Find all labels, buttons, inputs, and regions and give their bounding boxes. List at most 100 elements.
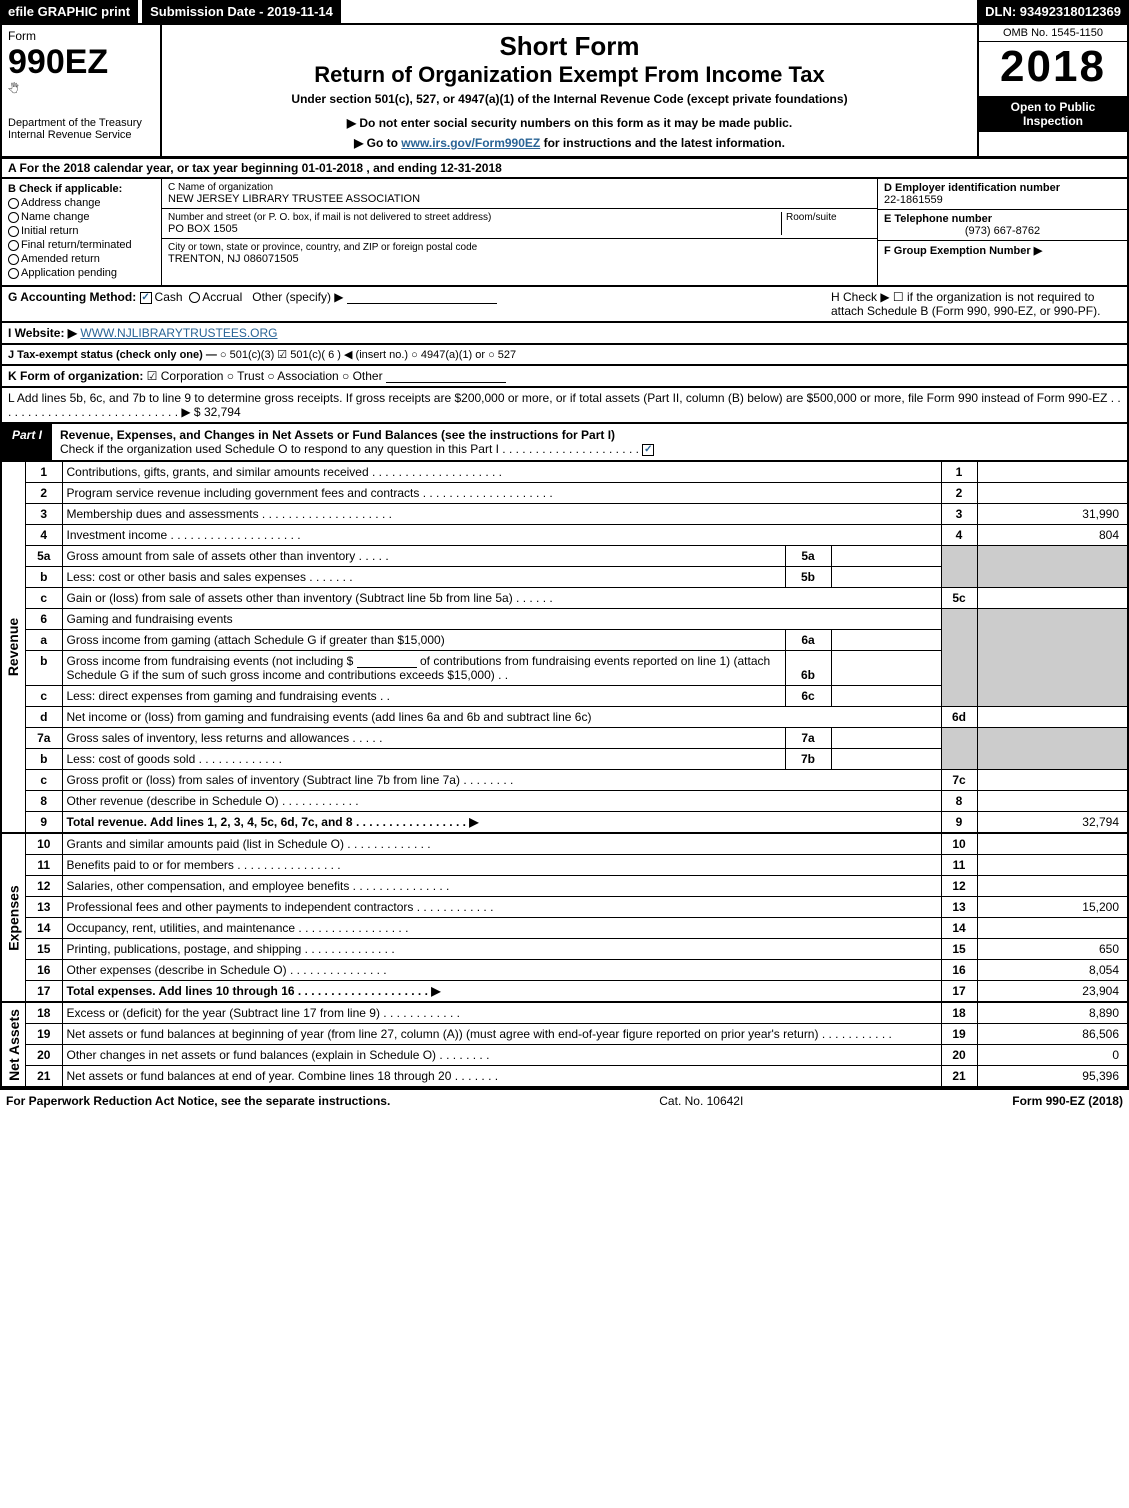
box-b-title: B Check if applicable: [8, 183, 122, 195]
tax-year: 2018 [979, 42, 1127, 92]
line-12: 12Salaries, other compensation, and empl… [26, 876, 1127, 897]
room-label: Room/suite [786, 212, 871, 223]
revenue-sidelabel: Revenue [2, 462, 26, 832]
line-14: 14Occupancy, rent, utilities, and mainte… [26, 918, 1127, 939]
chk-label: Name change [21, 211, 90, 223]
chk-amended-return[interactable]: Amended return [8, 253, 155, 265]
form-word: Form [8, 29, 154, 43]
line-5a: 5aGross amount from sale of assets other… [26, 546, 1127, 567]
footer-catno: Cat. No. 10642I [659, 1094, 743, 1108]
chk-label: Address change [21, 197, 101, 209]
header-right: OMB No. 1545-1150 2018 Open to Public In… [977, 25, 1127, 156]
tax-exempt-opts: ○ 501(c)(3) ☑ 501(c)( 6 ) ◀ (insert no.)… [220, 349, 516, 361]
header-left: Form 990EZ 🖑 Department of the Treasury … [2, 25, 162, 156]
efile-print-button[interactable]: efile GRAPHIC print [0, 0, 138, 23]
chk-initial-return[interactable]: Initial return [8, 225, 155, 237]
line-15: 15Printing, publications, postage, and s… [26, 939, 1127, 960]
box-h: H Check ▶ ☐ if the organization is not r… [821, 290, 1121, 318]
expenses-section: Expenses 10Grants and similar amounts pa… [0, 834, 1129, 1003]
goto-instructions: ▶ Go to www.irs.gov/Form990EZ for instru… [172, 136, 967, 150]
box-i: I Website: ▶ WWW.NJLIBRARYTRUSTEES.ORG [0, 323, 1129, 345]
box-c: C Name of organization NEW JERSEY LIBRAR… [162, 179, 877, 285]
tax-exempt-label: J Tax-exempt status (check only one) — [8, 349, 220, 361]
line-4: 4Investment income4804 [26, 525, 1127, 546]
chk-label: Initial return [21, 225, 78, 237]
irs-label: Internal Revenue Service [8, 129, 154, 141]
box-h-text: H Check ▶ ☐ if the organization is not r… [831, 290, 1100, 318]
phone-label: E Telephone number [884, 213, 992, 225]
omb-number: OMB No. 1545-1150 [979, 25, 1127, 42]
line-13: 13Professional fees and other payments t… [26, 897, 1127, 918]
website-label: I Website: ▶ [8, 326, 77, 340]
chk-application-pending[interactable]: Application pending [8, 267, 155, 279]
line-21: 21Net assets or fund balances at end of … [26, 1066, 1127, 1087]
warn2-post: for instructions and the latest informat… [540, 136, 785, 150]
header-center: Short Form Return of Organization Exempt… [162, 25, 977, 156]
city-label: City or town, state or province, country… [168, 242, 871, 253]
line-6c: cLess: direct expenses from gaming and f… [26, 686, 1127, 707]
line-2: 2Program service revenue including gover… [26, 483, 1127, 504]
revenue-table: 1Contributions, gifts, grants, and simil… [26, 462, 1127, 832]
chk-cash[interactable] [140, 292, 152, 304]
street-label: Number and street (or P. O. box, if mail… [168, 212, 781, 223]
part1-header: Part I Revenue, Expenses, and Changes in… [0, 424, 1129, 462]
line-18: 18Excess or (deficit) for the year (Subt… [26, 1003, 1127, 1024]
footer-formref: Form 990-EZ (2018) [1012, 1094, 1123, 1108]
ein-label: D Employer identification number [884, 182, 1060, 194]
cash-label: Cash [155, 290, 183, 304]
part1-title-block: Revenue, Expenses, and Changes in Net As… [52, 424, 1127, 460]
form-number: 990EZ [8, 43, 154, 82]
chk-name-change[interactable]: Name change [8, 211, 155, 223]
section-a-period: A For the 2018 calendar year, or tax yea… [0, 159, 1129, 179]
other-org-input[interactable] [386, 369, 506, 383]
open-public-inspection: Open to Public Inspection [979, 96, 1127, 132]
irs-link[interactable]: www.irs.gov/Form990EZ [401, 136, 540, 150]
footer-left: For Paperwork Reduction Act Notice, see … [6, 1094, 390, 1108]
form-org-opts: ☑ Corporation ○ Trust ○ Association ○ Ot… [147, 369, 383, 383]
line-3: 3Membership dues and assessments331,990 [26, 504, 1127, 525]
line-8: 8Other revenue (describe in Schedule O) … [26, 791, 1127, 812]
line-10: 10Grants and similar amounts paid (list … [26, 834, 1127, 855]
period-label: A For the 2018 calendar year, or tax yea… [8, 161, 302, 175]
website-link[interactable]: WWW.NJLIBRARYTRUSTEES.ORG [80, 326, 277, 340]
box-j: J Tax-exempt status (check only one) — ○… [0, 345, 1129, 366]
group-exempt-label: F Group Exemption Number ▶ [884, 245, 1042, 257]
line-20: 20Other changes in net assets or fund ba… [26, 1045, 1127, 1066]
line-16: 16Other expenses (describe in Schedule O… [26, 960, 1127, 981]
line-6b: bGross income from fundraising events (n… [26, 651, 1127, 686]
line-9: 9Total revenue. Add lines 1, 2, 3, 4, 5c… [26, 812, 1127, 833]
part1-label: Part I [2, 424, 52, 460]
other-specify-input[interactable] [347, 290, 497, 304]
line-6a: aGross income from gaming (attach Schedu… [26, 630, 1127, 651]
box-gh: G Accounting Method: Cash Accrual Other … [0, 287, 1129, 323]
chk-address-change[interactable]: Address change [8, 197, 155, 209]
entity-info-block: B Check if applicable: Address change Na… [0, 179, 1129, 287]
line-19: 19Net assets or fund balances at beginni… [26, 1024, 1127, 1045]
box-def: D Employer identification number 22-1861… [877, 179, 1127, 285]
line-7c: cGross profit or (loss) from sales of in… [26, 770, 1127, 791]
main-title: Return of Organization Exempt From Incom… [172, 62, 967, 88]
box-k: K Form of organization: ☑ Corporation ○ … [0, 366, 1129, 388]
part1-schedule-o-checkbox[interactable] [642, 444, 654, 456]
line-6: 6Gaming and fundraising events [26, 609, 1127, 630]
line-6d: dNet income or (loss) from gaming and fu… [26, 707, 1127, 728]
line-l-text: L Add lines 5b, 6c, and 7b to line 9 to … [8, 391, 1121, 419]
part1-subtitle: Check if the organization used Schedule … [60, 442, 639, 456]
form-header: Form 990EZ 🖑 Department of the Treasury … [0, 23, 1129, 159]
chk-label: Application pending [21, 267, 117, 279]
chk-accrual[interactable] [189, 292, 200, 303]
expenses-table: 10Grants and similar amounts paid (list … [26, 834, 1127, 1001]
fundraising-contrib-input[interactable] [357, 654, 417, 668]
city-value: TRENTON, NJ 086071505 [168, 253, 871, 265]
netassets-table: 18Excess or (deficit) for the year (Subt… [26, 1003, 1127, 1086]
dept-treasury: Department of the Treasury [8, 117, 154, 129]
box-l: L Add lines 5b, 6c, and 7b to line 9 to … [0, 388, 1129, 424]
chk-final-return[interactable]: Final return/terminated [8, 239, 155, 251]
form-org-label: K Form of organization: [8, 369, 143, 383]
line-l-value: 32,794 [204, 405, 241, 419]
period-end: 12-31-2018 [440, 161, 501, 175]
expenses-sidelabel: Expenses [2, 834, 26, 1001]
short-form-title: Short Form [172, 31, 967, 62]
line-17: 17Total expenses. Add lines 10 through 1… [26, 981, 1127, 1002]
ssn-warning: ▶ Do not enter social security numbers o… [172, 116, 967, 130]
